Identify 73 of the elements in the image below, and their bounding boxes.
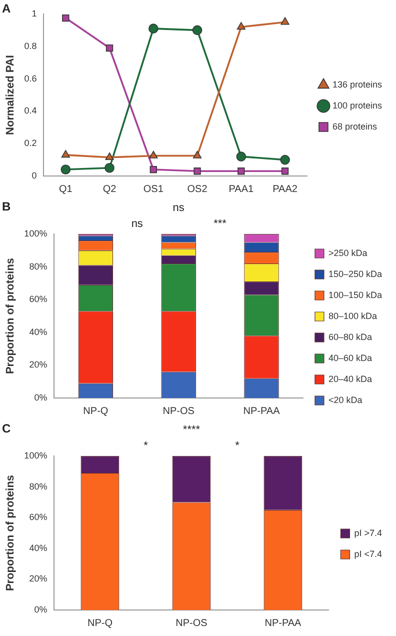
point [61, 150, 70, 158]
x-tick-label: Q1 [58, 184, 73, 195]
y-tick-label: 80% [29, 261, 48, 272]
y-tick-label: 80% [29, 481, 48, 492]
legend-label: 80–100 kDa [328, 310, 378, 321]
x-tick-label: NP-Q [83, 406, 108, 417]
point [62, 14, 70, 22]
y-tick-label: 0.8 [24, 40, 37, 51]
legend-label: 20–40 kDa [328, 374, 372, 384]
legend-label: pI >7.4 [354, 528, 382, 538]
text: **** [182, 424, 201, 436]
point [192, 25, 202, 36]
point [105, 152, 114, 160]
point [280, 17, 290, 25]
text: A [2, 1, 11, 16]
y-tick-label: 100% [24, 450, 48, 460]
point [150, 166, 157, 174]
x-tick-label: PAA2 [272, 184, 298, 195]
point [149, 150, 158, 158]
y-tick-label: 20% [29, 574, 48, 584]
y-tick-label: 0% [34, 392, 48, 402]
y-tick-label: 40% [29, 542, 48, 553]
x-tick-label: NP-OS [162, 406, 195, 417]
y-tick-label: 0.6 [24, 73, 37, 84]
text: * [235, 440, 240, 452]
legend-label: 68 proteins [332, 121, 378, 132]
text: B [2, 199, 11, 214]
point [236, 152, 246, 162]
point [60, 164, 71, 174]
x-tick-label: NP-OS [176, 618, 208, 629]
point [194, 168, 201, 175]
text: *** [214, 218, 228, 230]
legend-label: 40–60 kDa [328, 352, 372, 363]
point [281, 168, 289, 175]
y-tick-label: 0.2 [24, 138, 37, 148]
point [104, 163, 114, 173]
point [106, 44, 114, 52]
legend-label: 150–250 kDa [328, 268, 382, 279]
x-tick-label: PAA1 [228, 184, 254, 195]
x-tick-label: NP-PAA [264, 618, 302, 629]
y-tick-label: 1 [32, 8, 37, 18]
legend-label: 136 proteins [332, 79, 382, 90]
y-axis-title: Normalized PAI [4, 55, 17, 135]
legend-label: 100 proteins [332, 100, 382, 110]
x-tick-label: NP-Q [87, 618, 113, 629]
y-tick-label: 20% [29, 360, 48, 370]
point [280, 154, 290, 165]
text: * [144, 440, 149, 452]
legend-label: 60–80 kDa [328, 332, 372, 342]
x-tick-label: Q2 [102, 184, 117, 195]
point [236, 22, 246, 30]
point [238, 168, 245, 175]
text: C [2, 421, 11, 436]
y-tick-label: 0.4 [24, 106, 37, 116]
y-tick-label: 0% [34, 604, 48, 614]
legend-label: pI <7.4 [354, 548, 382, 559]
legend-label: 100–150 kDa [328, 290, 382, 300]
legend-label: >250 kDa [328, 248, 368, 258]
x-tick-label: OS2 [187, 184, 208, 195]
y-tick-label: 40% [29, 326, 48, 337]
y-axis-title: Proportion of proteins [4, 474, 17, 592]
x-tick-label: OS1 [143, 184, 164, 195]
x-tick-label: NP-PAA [243, 406, 280, 417]
point [192, 150, 202, 158]
y-axis-title: Proportion of proteins [4, 258, 17, 374]
y-tick-label: 100% [24, 228, 48, 238]
text: ns [172, 202, 185, 214]
legend-label: <20 kDa [328, 394, 362, 405]
point [148, 24, 158, 34]
y-tick-label: 60% [29, 512, 48, 522]
y-tick-label: 0 [32, 170, 37, 180]
y-tick-label: 60% [29, 294, 48, 304]
text: ns [131, 218, 144, 230]
